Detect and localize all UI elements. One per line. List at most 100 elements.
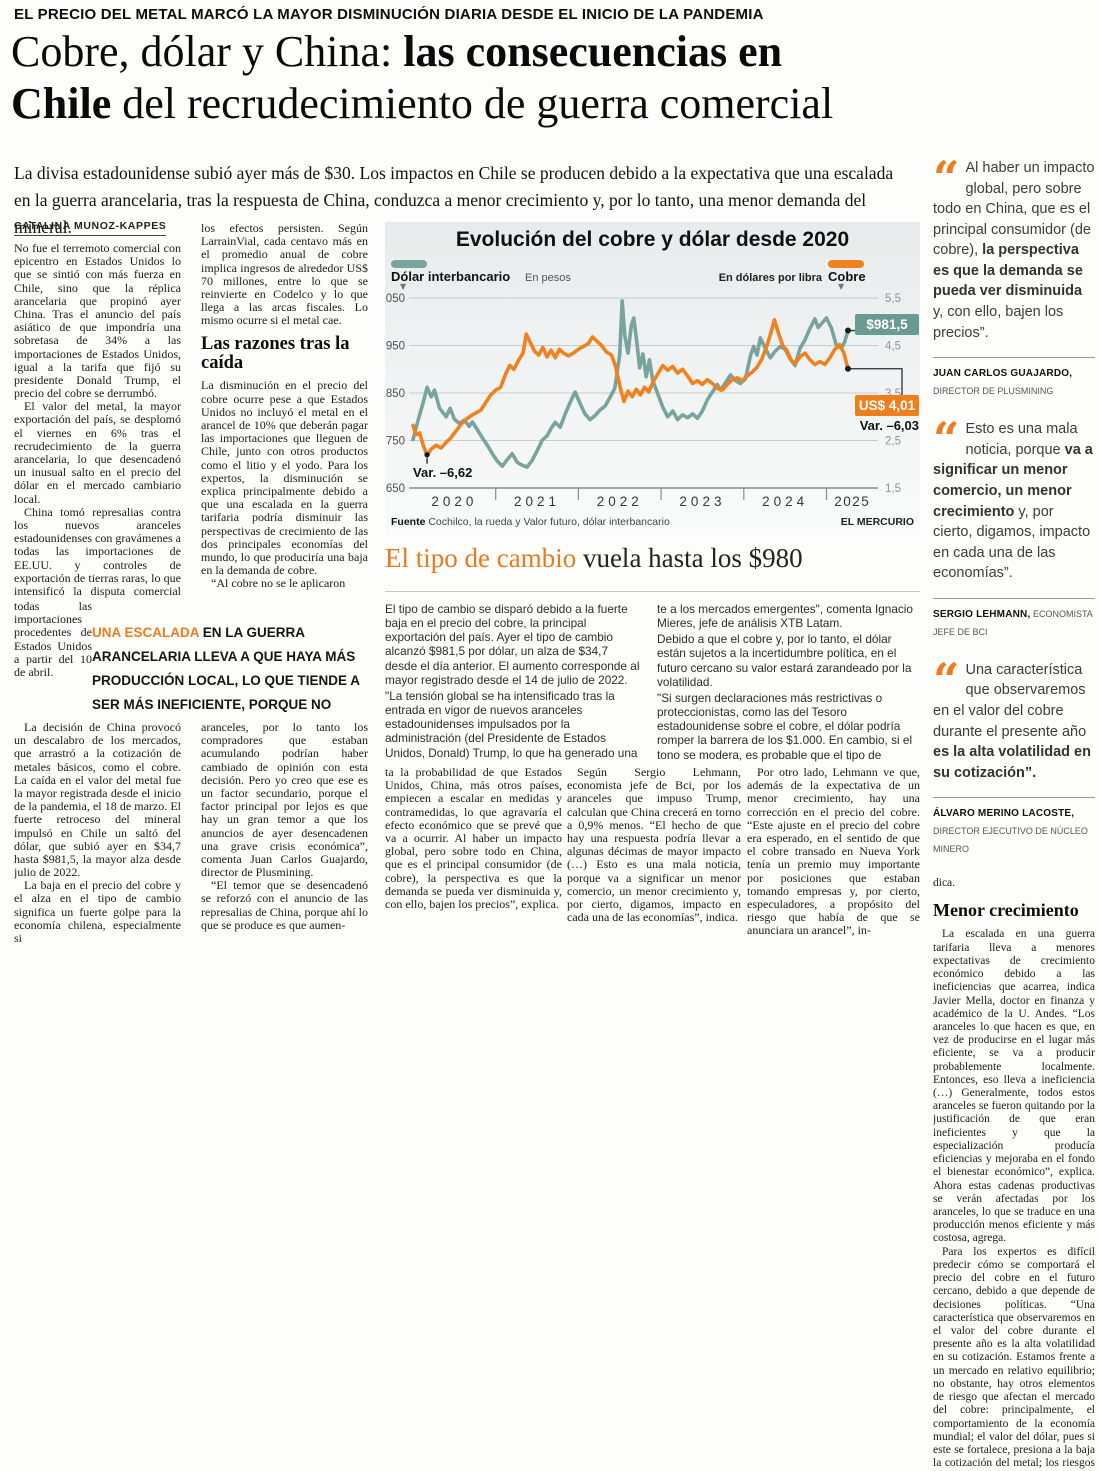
svg-text:1050: 1050	[385, 293, 405, 305]
section2-column-a: ta la probabilidad de que Estados Unidos…	[385, 766, 562, 1078]
quote-mark-icon: “	[933, 412, 960, 467]
quote-author-role: ECONOMISTA JEFE DE BCI	[933, 608, 1093, 637]
svg-text:850: 850	[386, 388, 405, 400]
legend-label-dollar: Dólar interbancario	[391, 269, 511, 284]
quote-text-bold: la perspectiva es que la demanda se pued…	[933, 242, 1083, 300]
byline: CATALINA MUÑOZ-KAPPES	[14, 221, 167, 236]
headline: Cobre, dólar y China: las consecuencias …	[11, 26, 1091, 130]
paragraph: La disminución en el precio del cobre oc…	[201, 378, 368, 578]
legend-swatch-copper	[828, 260, 864, 268]
chart: Evolución del cobre y dólar desde 2020 ▼…	[385, 222, 920, 536]
svg-text:5,5: 5,5	[885, 293, 901, 305]
svg-text:2022: 2022	[597, 494, 643, 509]
quote-author: SERGIO LEHMANN,	[933, 608, 1031, 620]
pull-quote-box: UNA ESCALADA EN LA GUERRA ARANCELARIA LL…	[92, 621, 376, 719]
chart-plot: 10505,59504,58503,57502,56501,5202020212…	[385, 293, 919, 509]
svg-text:2025: 2025	[834, 494, 870, 509]
paragraph: No fue el terremoto comercial con epicen…	[14, 242, 181, 401]
chart-source-label: Fuente	[391, 516, 426, 528]
quote-attribution-3: ÁLVARO MERINO LACOSTE, DIRECTOR EJECUTIV…	[933, 797, 1095, 857]
article-column-1-top: No fue el terremoto comercial con epicen…	[14, 242, 181, 600]
paragraph: “Al cobre no se le aplicaron	[211, 576, 346, 591]
paragraph: "La tensión global se ha intensificado t…	[385, 688, 638, 762]
chart-title: Evolución del cobre y dólar desde 2020	[455, 228, 850, 251]
chart-source-text: Cochilco, la rueda y Valor futuro, dólar…	[428, 516, 670, 528]
quote-author: JUAN CARLOS GUAJARDO,	[933, 368, 1073, 380]
quote-author-role: DIRECTOR DE PLUSMINING	[933, 386, 1054, 397]
quote-text: Una característica que observaremos en e…	[933, 661, 1087, 740]
headline-light-1: Cobre, dólar y China:	[11, 27, 404, 76]
svg-text:950: 950	[386, 341, 405, 353]
paragraph: La escalada en una guerra tarifaria llev…	[933, 928, 1095, 1245]
paragraph: te a los mercados emergentes", comenta I…	[657, 602, 913, 631]
paragraph: La baja en el precio del cobre y el alza…	[14, 878, 181, 945]
quote-text: Esto es una mala noticia, porque	[965, 421, 1078, 458]
pull-quote-2: “Esto es una mala noticia, porque va a s…	[933, 412, 1095, 584]
paragraph: China tomó represalias contra los nuevos…	[14, 504, 181, 600]
article-continuation: dica.	[933, 877, 956, 890]
paragraph: Debido a que el cobre y, por lo tanto, e…	[657, 632, 912, 689]
article-subhead: Las razones tras la caída	[201, 333, 350, 374]
section2-rule	[385, 591, 920, 592]
chart-credit: EL MERCURIO	[840, 516, 914, 528]
quote-text-bold: es la alta volatilidad en su cotización”…	[933, 744, 1091, 781]
quote-text: y, con ello, bajen los precios”.	[933, 304, 1064, 341]
paragraph: Para los expertos es difícil predecir có…	[933, 1245, 1095, 1471]
article-column-2-bottom: aranceles, por lo tanto los compradores …	[201, 721, 368, 1021]
pull-quote-highlight: UNA ESCALADA	[92, 625, 199, 640]
quote-attribution-2: SERGIO LEHMANN, ECONOMISTA JEFE DE BCI	[933, 597, 1095, 640]
svg-text:Var. –6,62: Var. –6,62	[413, 465, 472, 480]
quote-text-bold: va a significar un menor comercio, un me…	[933, 441, 1093, 520]
section2-heading-orange: El tipo de cambio	[385, 544, 577, 573]
svg-text:$981,5: $981,5	[866, 317, 908, 332]
sidebar-subhead: Menor crecimiento	[933, 899, 1079, 920]
paragraph: los efectos persisten. Según LarrainVial…	[201, 222, 368, 328]
quote-text: Al haber un impacto global, pero sobre t…	[933, 160, 1095, 259]
headline-light-2: del recrudecimiento de guerra comercial	[111, 78, 834, 128]
section2-intro-left: El tipo de cambio se disparó debido a la…	[385, 602, 643, 762]
article-column-2-top: los efectos persisten. Según LarrainVial…	[201, 222, 368, 604]
paragraph: Por otro lado, Lehmann ve que, además de…	[747, 766, 920, 938]
paragraph: La decisión de China provocó un descalab…	[14, 721, 181, 880]
svg-text:1,5: 1,5	[885, 483, 901, 495]
paragraph: aranceles, por lo tanto los compradores …	[201, 721, 368, 880]
headline-bold-1: las consecuencias en	[403, 27, 783, 76]
section2-heading-rest: vuela hasta los $980	[576, 544, 803, 573]
paragraph: “El temor que se desencadenó se reforzó …	[201, 878, 368, 932]
quote-attribution-1: JUAN CARLOS GUAJARDO, DIRECTOR DE PLUSMI…	[933, 357, 1095, 399]
svg-text:2020: 2020	[431, 494, 477, 509]
section2-intro-right: te a los mercados emergentes", comenta I…	[657, 602, 920, 762]
paragraph: El valor del metal, la mayor exportación…	[14, 399, 181, 506]
article-column-1-narrow-wrap: todas las importaciones procedentes de E…	[14, 600, 92, 720]
section2-column-b: Según Sergio Lehmann, economista jefe de…	[567, 766, 741, 1078]
quote-author: ÁLVARO MERINO LACOSTE,	[933, 808, 1075, 820]
article-column-1-bottom: La decisión de China provocó un descalab…	[14, 721, 181, 1013]
paragraph: El tipo de cambio se disparó debido a la…	[385, 602, 640, 687]
svg-text:4,5: 4,5	[885, 341, 901, 353]
quote-text: y, por cierto, digamos, impacto en cada …	[933, 503, 1091, 582]
svg-text:2021: 2021	[514, 494, 560, 509]
chart-source: Fuente Cochilco, la rueda y Valor futuro…	[391, 516, 670, 529]
svg-text:2024: 2024	[762, 494, 808, 509]
legend-arrow-dollar-icon: ▼	[400, 282, 407, 291]
quote-author-role: DIRECTOR EJECUTIVO DE NÚCLEO MINERO	[933, 826, 1088, 855]
section2-heading: El tipo de cambio vuela hasta los $980	[385, 544, 920, 574]
paragraph: ta la probabilidad de que Estados Unidos…	[385, 766, 562, 911]
svg-text:650: 650	[386, 483, 405, 495]
svg-text:750: 750	[386, 436, 405, 448]
svg-text:Var. –6,03: Var. –6,03	[860, 418, 919, 433]
svg-text:2023: 2023	[679, 494, 725, 509]
quote-mark-icon: “	[933, 158, 960, 205]
paragraph: Según Sergio Lehmann, economista jefe de…	[567, 766, 741, 925]
pull-quote-1: “Al haber un impacto global, pero sobre …	[933, 158, 1095, 343]
pull-quote-3: “Una característica que observaremos en …	[933, 652, 1095, 783]
sidebar: “Al haber un impacto global, pero sobre …	[933, 158, 1095, 1471]
lede: La divisa estadounidense subió ayer más …	[14, 163, 894, 238]
legend-swatch-dollar	[391, 260, 427, 268]
legend-unit-pesos: En pesos	[525, 272, 571, 284]
svg-text:2,5: 2,5	[885, 436, 901, 448]
paragraph: "Si surgen declaraciones más restrictiva…	[657, 690, 913, 762]
quote-mark-icon: “	[933, 652, 960, 707]
svg-text:US$ 4,01: US$ 4,01	[859, 398, 916, 413]
